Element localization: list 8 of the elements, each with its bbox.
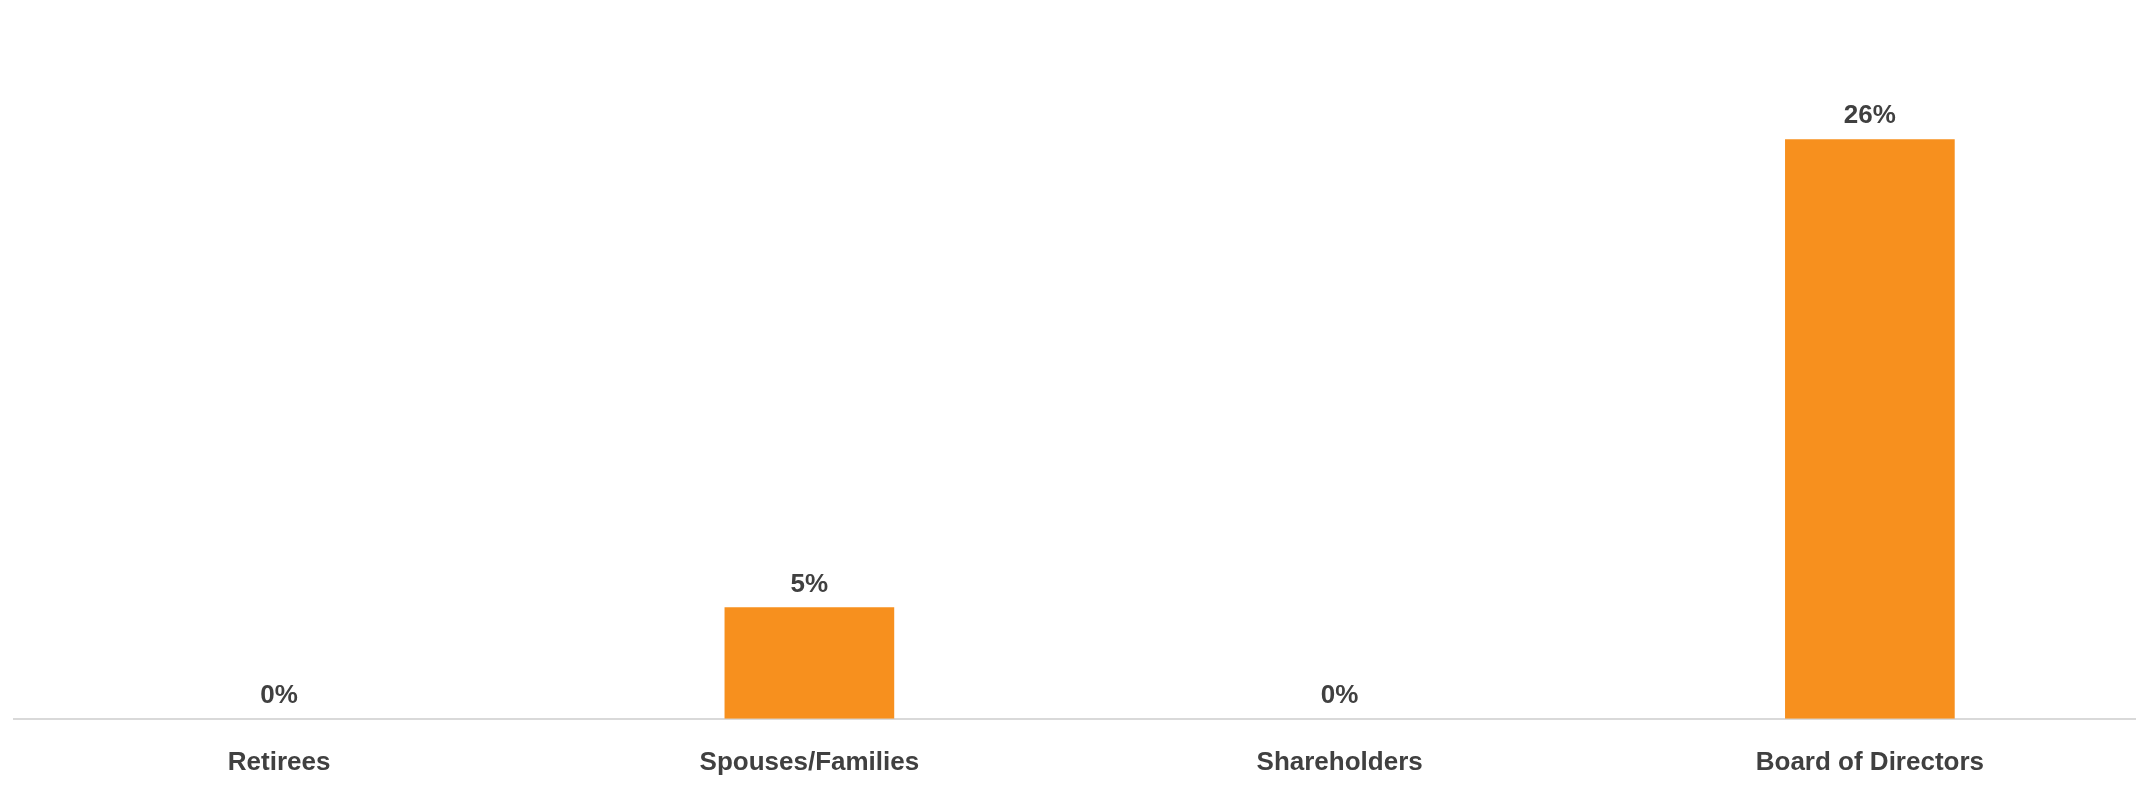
data-label: 0% — [260, 678, 298, 709]
x-tick-label: Board of Directors — [1755, 745, 1985, 776]
x-tick-label: Spouses/Families — [699, 745, 920, 776]
x-tick-label: Shareholders — [1256, 745, 1423, 776]
data-label: 0% — [1320, 678, 1359, 709]
data-label: 26% — [1843, 99, 1896, 130]
data-label: 5% — [790, 567, 829, 598]
x-tick-label: Retirees — [227, 745, 331, 776]
